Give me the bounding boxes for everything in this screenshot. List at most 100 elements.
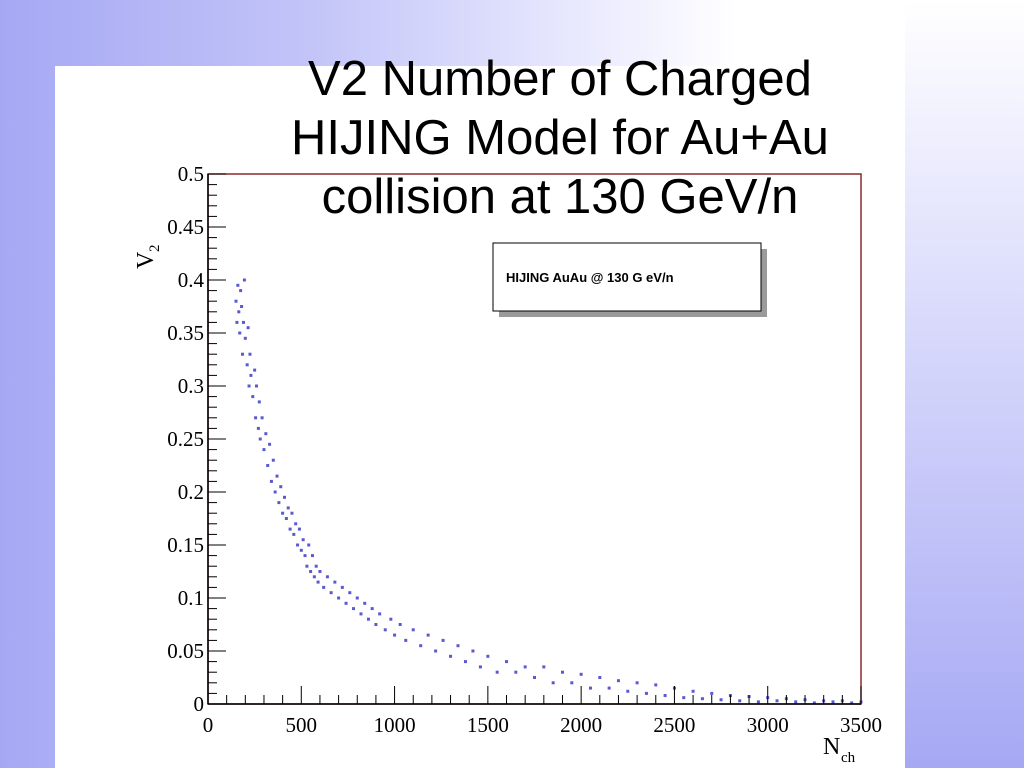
scatter-point: [264, 432, 268, 436]
scatter-point: [486, 654, 490, 658]
scatter-point: [654, 683, 658, 687]
legend-box: [492, 242, 762, 312]
scatter-point: [411, 628, 415, 632]
scatter-point: [236, 283, 240, 287]
y-tick-label: 0.15: [167, 533, 204, 557]
scatter-point: [249, 373, 253, 377]
scatter-point: [314, 564, 318, 568]
scatter-point: [378, 612, 382, 616]
scatter-point: [374, 623, 378, 626]
scatter-point: [241, 320, 245, 324]
scatter-point: [794, 700, 798, 704]
scatter-point: [316, 580, 320, 584]
y-tick-label: 0.45: [167, 215, 204, 239]
x-axis-label: N: [823, 734, 840, 760]
scatter-point: [682, 696, 686, 700]
scatter-point: [579, 672, 583, 676]
scatter-point: [241, 352, 245, 356]
y-tick-label: 0.1: [178, 586, 204, 610]
scatter-point: [329, 591, 333, 595]
scatter-point: [691, 689, 695, 693]
scatter-point: [456, 644, 460, 648]
x-tick-label: 1500: [467, 713, 509, 737]
scatter-point: [607, 686, 611, 690]
scatter-point: [309, 570, 313, 573]
scatter-point: [235, 320, 239, 324]
scatter-point: [288, 527, 292, 531]
scatter-point: [626, 689, 630, 693]
x-tick-label: 500: [286, 713, 318, 737]
scatter-point: [471, 649, 475, 653]
scatter-point: [258, 437, 262, 441]
scatter-point: [275, 474, 279, 478]
scatter-point: [294, 522, 298, 526]
x-tick-label: 3000: [747, 713, 789, 737]
chart-legend: HIJING AuAu @ 130 G eV/n: [492, 242, 767, 317]
scatter-point: [292, 532, 296, 536]
scatter-point: [245, 363, 249, 367]
scatter-point: [269, 479, 273, 483]
scatter-point: [248, 352, 252, 356]
scatter-point: [463, 660, 467, 664]
y-tick-label: 0.5: [178, 162, 204, 186]
scatter-point: [282, 495, 286, 499]
scatter-point: [542, 665, 546, 669]
plot-canvas: 0 0.05 0.1 0.15 0.2 0.25 0.3 0.35 0.4 0.45 0.5 0 500…: [55, 66, 905, 768]
scatter-point: [398, 623, 402, 626]
scatter-point: [333, 580, 337, 584]
y-axis-label-subscript: 2: [147, 245, 163, 253]
scatter-point: [533, 676, 536, 679]
x-tick-label: 1000: [374, 713, 416, 737]
scatter-point: [234, 299, 238, 303]
x-tick-label: 0: [203, 713, 214, 737]
scatter-point: [312, 575, 316, 579]
scatter-point: [588, 686, 592, 690]
scatter-point: [279, 485, 283, 489]
scatter-point: [307, 543, 311, 547]
scatter-points: [234, 278, 863, 705]
scatter-point: [644, 691, 648, 695]
scatter-point: [383, 628, 387, 632]
scatter-point: [710, 691, 714, 695]
scatter-point: [850, 701, 854, 705]
scatter-point: [240, 305, 244, 308]
scatter-point: [239, 289, 243, 293]
x-tick-label: 3500: [840, 713, 882, 737]
x-tick-label: 2000: [560, 713, 602, 737]
y-tick-label: 0: [194, 692, 205, 716]
scatter-point: [551, 681, 555, 685]
scatter-point: [310, 554, 314, 558]
scatter-point: [719, 698, 723, 702]
scatter-point: [281, 511, 285, 515]
scatter-point: [254, 416, 258, 420]
slide-background-strip: [905, 0, 1024, 768]
scatter-point: [426, 633, 430, 637]
scatter-point: [663, 694, 667, 698]
scatter-point: [266, 464, 270, 467]
x-tick-label: 2500: [653, 713, 695, 737]
scatter-point: [812, 701, 816, 705]
scatter-point: [756, 700, 760, 704]
scatter-point: [366, 617, 370, 621]
scatter-point: [449, 654, 453, 658]
scatter-point: [246, 326, 250, 330]
scatter-point: [251, 395, 255, 399]
axis-titles: V 2 N ch: [133, 245, 856, 767]
scatter-point: [700, 697, 704, 701]
scatter-point: [268, 442, 272, 446]
x-axis-label-subscript: ch: [841, 750, 856, 766]
scatter-point: [255, 384, 259, 388]
scatter-point: [495, 670, 499, 674]
scatter-point: [370, 607, 374, 611]
scatter-point: [434, 649, 438, 653]
scatter-point: [419, 644, 423, 648]
scatter-point: [514, 670, 518, 674]
scatter-point: [359, 612, 363, 616]
scatter-point: [570, 681, 574, 685]
scatter-point: [478, 665, 482, 669]
y-tick-label: 0.25: [167, 427, 204, 451]
scatter-point: [301, 538, 305, 542]
slide-title: V2 Number of Charged HIJING Model for Au…: [291, 52, 829, 224]
scatter-point: [247, 384, 251, 388]
scatter-point: [297, 527, 301, 531]
